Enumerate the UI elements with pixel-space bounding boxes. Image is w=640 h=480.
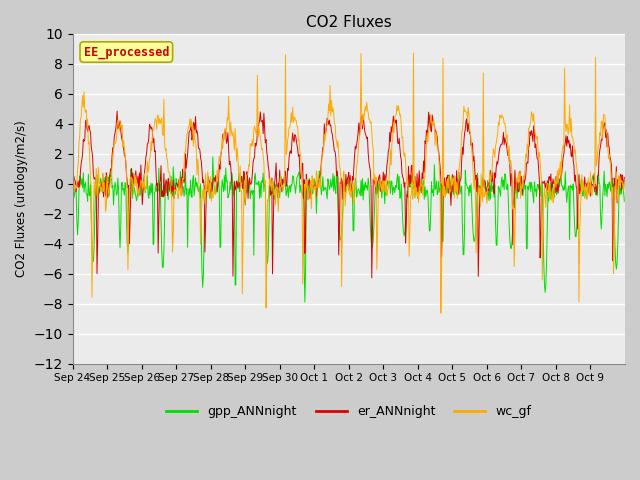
gpp_ANNnight [209, 154, 217, 160]
er_ANNnight [284, 166, 291, 171]
er_ANNnight [438, 254, 445, 260]
wc_gf [68, 199, 76, 204]
gpp_ANNnight [263, 250, 271, 255]
Title: CO2 Fluxes: CO2 Fluxes [306, 15, 392, 30]
wc_gf [262, 305, 270, 311]
gpp_ANNnight [133, 194, 141, 200]
gpp_ANNnight [407, 184, 415, 190]
gpp_ANNnight [68, 195, 76, 201]
er_ANNnight [68, 172, 76, 178]
er_ANNnight [113, 108, 121, 114]
gpp_ANNnight [301, 299, 308, 305]
wc_gf [133, 190, 141, 196]
wc_gf [437, 310, 445, 316]
gpp_ANNnight [438, 181, 445, 187]
wc_gf [235, 172, 243, 178]
Legend: gpp_ANNnight, er_ANNnight, wc_gf: gpp_ANNnight, er_ANNnight, wc_gf [161, 400, 536, 423]
gpp_ANNnight [236, 189, 243, 194]
wc_gf [410, 50, 417, 56]
wc_gf [283, 148, 291, 154]
wc_gf [620, 180, 628, 186]
wc_gf [405, 253, 413, 259]
Y-axis label: CO2 Fluxes (urology/m2/s): CO2 Fluxes (urology/m2/s) [15, 120, 28, 277]
er_ANNnight [620, 175, 628, 180]
Text: EE_processed: EE_processed [84, 46, 169, 59]
gpp_ANNnight [620, 198, 628, 204]
er_ANNnight [368, 275, 376, 281]
gpp_ANNnight [284, 181, 291, 187]
Line: wc_gf: wc_gf [72, 53, 624, 313]
wc_gf [438, 265, 445, 271]
er_ANNnight [263, 149, 271, 155]
Line: gpp_ANNnight: gpp_ANNnight [72, 157, 624, 302]
Line: er_ANNnight: er_ANNnight [72, 111, 624, 278]
er_ANNnight [236, 180, 243, 186]
er_ANNnight [134, 173, 142, 179]
er_ANNnight [407, 181, 415, 187]
